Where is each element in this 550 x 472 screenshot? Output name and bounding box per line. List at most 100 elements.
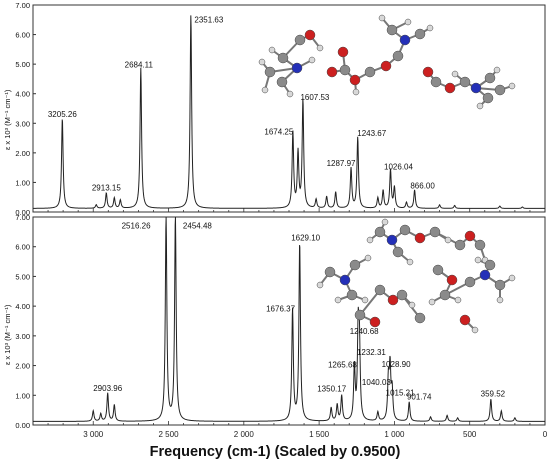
atom <box>444 82 456 94</box>
atom <box>339 64 351 76</box>
atom <box>316 44 324 52</box>
atom <box>261 86 269 94</box>
atom <box>326 66 338 78</box>
atom <box>381 218 389 226</box>
peak-label: 1232.31 <box>357 348 386 357</box>
atom <box>276 76 288 88</box>
y-axis-label-top: ε x 10³ (M⁻¹ cm⁻¹) <box>3 89 12 150</box>
atom <box>484 72 496 84</box>
atom <box>459 314 471 326</box>
x-axis-label: Frequency (cm-1) (Scaled by 0.9500) <box>149 444 401 460</box>
atom <box>508 82 516 90</box>
atom <box>430 76 442 88</box>
peak-label: 1265.68 <box>328 361 357 370</box>
atom <box>482 92 494 104</box>
peak-label: 1040.03 <box>362 378 391 387</box>
panel-top: 0.00 1.00 2.00 3.00 4.00 5.00 6.00 7.00 3205.26 2… <box>15 1 546 217</box>
peak-label: 1028.90 <box>382 360 411 369</box>
atom <box>496 296 504 304</box>
atom <box>324 266 336 278</box>
atom <box>366 236 374 244</box>
atom <box>428 298 436 306</box>
peak-label: 1287.97 <box>327 159 356 168</box>
x-tick-label: 500 <box>463 430 477 439</box>
molecule-structure-top <box>258 14 516 110</box>
atom <box>422 66 434 78</box>
y-tick-label: 7.00 <box>15 213 30 222</box>
spectrum-line <box>33 216 545 422</box>
atom <box>451 70 459 78</box>
x-tick-label: 2 500 <box>159 430 180 439</box>
atom <box>479 269 491 281</box>
peak-label: 1015.21 <box>386 388 415 397</box>
atom <box>346 289 358 301</box>
atom <box>432 264 444 276</box>
peak-label: 2454.48 <box>183 221 212 230</box>
molecule-structure-bottom <box>316 218 516 334</box>
atom <box>364 254 372 262</box>
peak-label: 2684.11 <box>125 61 154 70</box>
atom <box>337 46 349 58</box>
atom <box>352 88 360 96</box>
y-tick-label: 6.00 <box>15 31 30 40</box>
atom <box>476 102 484 110</box>
peak-label: 1629.10 <box>291 234 320 243</box>
atom <box>392 50 404 62</box>
atom <box>396 289 408 301</box>
atom <box>258 58 266 66</box>
atom <box>374 284 386 296</box>
atom <box>304 29 316 41</box>
peak-label: 866.00 <box>410 182 435 191</box>
atom <box>349 74 361 86</box>
atom <box>286 90 294 98</box>
y-tick-label: 1.00 <box>15 178 30 187</box>
atom <box>349 259 361 271</box>
atom <box>470 82 482 94</box>
atom <box>464 230 476 242</box>
y-tick-label: 7.00 <box>15 1 30 10</box>
peak-label: 2903.96 <box>93 384 122 393</box>
atom <box>439 289 451 301</box>
atom <box>459 76 471 88</box>
atom <box>277 52 289 64</box>
atom <box>339 274 351 286</box>
x-tick-label: 1 000 <box>384 430 405 439</box>
y-axis-label-bottom: ε x 10³ (M⁻¹ cm⁻¹) <box>3 304 12 365</box>
peak-label: 1350.17 <box>317 385 346 394</box>
atom <box>406 258 414 266</box>
atom <box>464 276 476 288</box>
peak-label: 1674.25 <box>264 128 293 137</box>
peak-label: 2913.15 <box>92 184 121 193</box>
atom <box>429 226 441 238</box>
atom <box>426 24 434 32</box>
atom <box>444 236 452 244</box>
atom <box>386 234 398 246</box>
y-tick-label: 5.00 <box>15 272 30 281</box>
peak-label: 1243.67 <box>357 129 386 138</box>
atom <box>446 274 458 286</box>
atom <box>494 84 506 96</box>
atom <box>268 46 276 54</box>
atom <box>264 66 276 78</box>
y-tick-label: 0.00 <box>15 421 30 430</box>
y-tick-label: 2.00 <box>15 362 30 371</box>
atom <box>484 259 496 271</box>
atom <box>294 34 306 46</box>
peak-label: 1676.37 <box>266 305 295 314</box>
y-tick-label: 0.00 <box>15 208 30 217</box>
peak-label: 2351.63 <box>194 15 223 24</box>
atom <box>392 246 404 258</box>
peak-label: 901.74 <box>407 393 432 402</box>
y-tick-label: 4.00 <box>15 302 30 311</box>
atom <box>493 66 501 74</box>
atom <box>316 281 324 289</box>
atom <box>454 296 462 304</box>
peak-label: 1240.68 <box>350 327 379 336</box>
x-tick-label: 3 000 <box>83 430 104 439</box>
peak-label: 2516.26 <box>122 221 151 230</box>
y-tick-label: 1.00 <box>15 391 30 400</box>
atom <box>414 312 426 324</box>
peak-label: 3205.26 <box>48 110 77 119</box>
